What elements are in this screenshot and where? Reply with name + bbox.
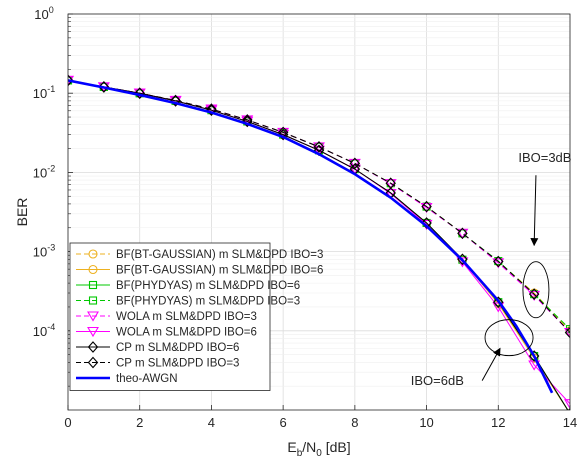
annotation-label: IBO=3dB <box>518 150 571 165</box>
x-tick-label: 12 <box>491 415 505 430</box>
legend-entry: BF(BT-GAUSSIAN) m SLM&DPD IBO=3 <box>116 249 323 261</box>
theo-awgn-line <box>68 79 554 394</box>
data-point-diamond <box>493 255 504 268</box>
annotations: IBO=3dB IBO=6dB <box>411 150 572 388</box>
data-point-diamond <box>134 87 145 100</box>
data-point-triangle <box>205 105 218 116</box>
annotation-arrow <box>481 347 501 381</box>
x-label-unit: [dB] <box>322 439 351 455</box>
x-label-n: /N <box>302 439 316 455</box>
data-point-diamond <box>528 350 540 362</box>
axes-box <box>67 13 571 411</box>
data-point-diamond <box>349 157 361 170</box>
series-7 <box>68 74 570 339</box>
series-layer <box>68 74 570 410</box>
legend-entry: BF(PHYDYAS) m SLM&DPD IBO=6 <box>116 280 300 292</box>
annotation-label: IBO=6dB <box>411 373 464 388</box>
x-tick-label: 14 <box>563 415 577 430</box>
data-point-diamond <box>421 200 432 213</box>
x-tick-label: 2 <box>136 415 143 430</box>
data-point-square <box>530 351 539 361</box>
data-point-diamond <box>206 103 217 115</box>
data-point-triangle <box>564 328 570 339</box>
y-axis-label: BER <box>14 198 30 227</box>
data-point-diamond <box>528 288 540 301</box>
data-point-triangle <box>420 202 433 214</box>
legend: BF(BT-GAUSSIAN) m SLM&DPD IBO=3 BF(BT-GAU… <box>69 242 323 391</box>
data-point-triangle <box>87 311 99 322</box>
data-point-diamond <box>313 141 325 153</box>
data-point-diamond <box>564 326 570 339</box>
data-point-triangle <box>564 399 570 410</box>
legend-entry: CP m SLM&DPD IBO=6 <box>116 342 239 354</box>
data-point-diamond <box>242 115 253 128</box>
data-point-diamond <box>457 227 468 240</box>
annotation-arrow <box>530 175 539 247</box>
y-tick-label: 10-1 <box>33 84 55 101</box>
data-point-diamond <box>98 81 110 93</box>
x-tick-label: 0 <box>64 415 71 430</box>
legend-entry: BF(BT-GAUSSIAN) m SLM&DPD IBO=6 <box>116 265 323 277</box>
x-tick-label: 4 <box>208 415 215 430</box>
annotation-ellipse <box>522 261 550 319</box>
data-point-circle <box>88 249 98 259</box>
data-point-triangle <box>384 179 397 190</box>
data-point-diamond <box>87 341 99 353</box>
y-tick-label: 10-2 <box>33 163 55 180</box>
series-line <box>68 79 570 333</box>
data-point-circle <box>88 264 98 275</box>
data-point-triangle <box>313 142 325 153</box>
data-point-diamond <box>68 74 74 87</box>
series-8 <box>68 79 554 394</box>
legend-entry: WOLA m SLM&DPD IBO=6 <box>116 327 257 339</box>
ticks: 0 2 4 6 8 10 12 14 100 10-1 10-2 10-3 10-4 <box>33 5 577 430</box>
data-point-triangle <box>456 228 469 239</box>
x-axis-label: Eb/N0 [dB] <box>287 439 350 459</box>
data-point-triangle <box>348 164 361 175</box>
data-point-diamond <box>421 217 432 229</box>
x-label-zero: 0 <box>316 448 322 459</box>
legend-entry: CP m SLM&DPD IBO=3 <box>116 358 239 370</box>
legend-entry: theo-AWGN <box>116 373 178 385</box>
y-tick-label: 10-3 <box>33 243 55 260</box>
data-point-diamond <box>385 177 396 190</box>
legend-entry: WOLA m SLM&DPD IBO=3 <box>116 311 257 323</box>
legend-box <box>69 242 271 391</box>
x-tick-label: 6 <box>280 415 287 430</box>
data-point-diamond <box>87 356 99 369</box>
data-point-diamond <box>170 94 181 107</box>
x-label-e: E <box>287 439 296 455</box>
y-tick-label: 10-4 <box>33 322 55 339</box>
x-tick-label: 8 <box>351 415 358 430</box>
data-point-diamond <box>493 296 504 308</box>
legend-entry: BF(PHYDYAS) m SLM&DPD IBO=3 <box>116 296 300 308</box>
x-tick-label: 10 <box>419 415 433 430</box>
data-point-diamond <box>277 128 289 141</box>
data-point-square <box>88 280 98 290</box>
data-point-triangle <box>384 189 397 200</box>
data-point-triangle <box>313 145 325 156</box>
data-point-square <box>88 296 98 305</box>
y-tick-label: 100 <box>34 5 53 22</box>
data-point-triangle <box>87 326 99 338</box>
x-label-b: b <box>297 448 303 459</box>
data-point-triangle <box>348 158 361 169</box>
annotation-ellipse <box>484 319 534 357</box>
